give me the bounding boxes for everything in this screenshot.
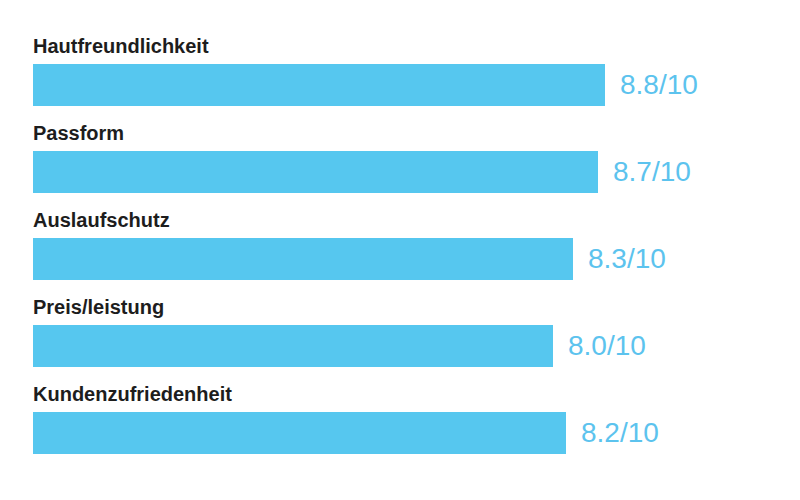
rating-bar — [33, 238, 573, 280]
rating-bar — [33, 412, 566, 454]
rating-category-label: Hautfreundlichkeit — [33, 36, 800, 56]
rating-value: 8.2/10 — [581, 419, 659, 447]
rating-category-label: Kundenzufriedenheit — [33, 384, 800, 404]
rating-row: Auslaufschutz 8.3/10 — [33, 210, 800, 280]
bar-line: 8.2/10 — [33, 412, 800, 454]
bar-line: 8.8/10 — [33, 64, 800, 106]
rating-value: 8.0/10 — [568, 332, 646, 360]
bar-line: 8.7/10 — [33, 151, 800, 193]
rating-value: 8.8/10 — [620, 71, 698, 99]
rating-category-label: Passform — [33, 123, 800, 143]
rating-bar-chart: Hautfreundlichkeit 8.8/10 Passform 8.7/10 Au… — [0, 0, 800, 454]
rating-row: Hautfreundlichkeit 8.8/10 — [33, 36, 800, 106]
rating-row: Preis/leistung 8.0/10 — [33, 297, 800, 367]
rating-bar — [33, 325, 553, 367]
bar-line: 8.0/10 — [33, 325, 800, 367]
rating-value: 8.3/10 — [588, 245, 666, 273]
rating-bar — [33, 151, 598, 193]
rating-value: 8.7/10 — [613, 158, 691, 186]
rating-category-label: Preis/leistung — [33, 297, 800, 317]
rating-row: Passform 8.7/10 — [33, 123, 800, 193]
rating-row: Kundenzufriedenheit 8.2/10 — [33, 384, 800, 454]
rating-bar — [33, 64, 605, 106]
rating-category-label: Auslaufschutz — [33, 210, 800, 230]
bar-line: 8.3/10 — [33, 238, 800, 280]
